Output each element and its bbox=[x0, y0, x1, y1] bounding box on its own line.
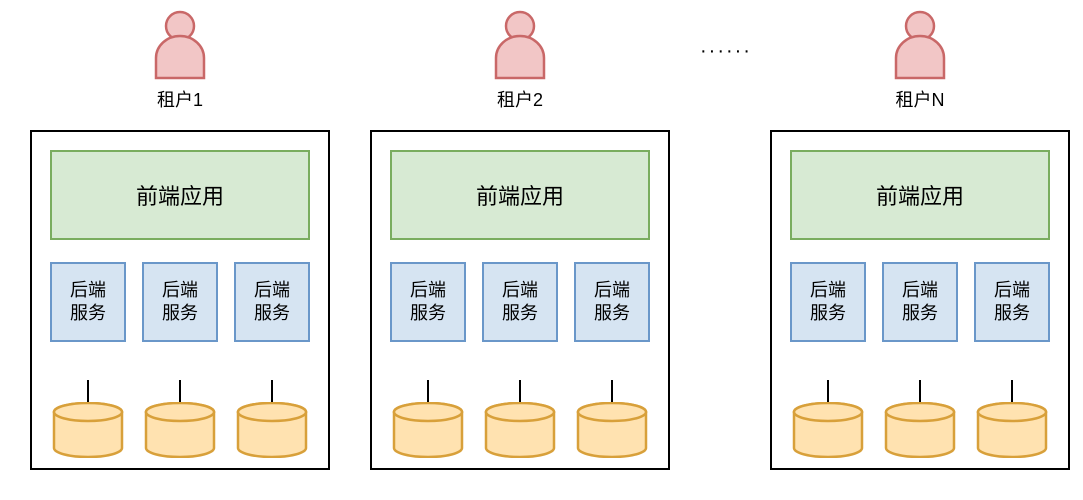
frontend-box: 前端应用 bbox=[790, 150, 1050, 240]
tenant-stack: 前端应用 后端服务 后端服务 后端服务 bbox=[770, 130, 1070, 470]
database-icon bbox=[574, 402, 650, 458]
db-wrapper bbox=[482, 380, 558, 458]
backend-box: 后端服务 bbox=[390, 262, 466, 342]
db-wrapper bbox=[574, 380, 650, 458]
db-wrapper bbox=[974, 380, 1050, 458]
backend-box: 后端服务 bbox=[882, 262, 958, 342]
db-row bbox=[390, 380, 650, 458]
backend-label: 后端服务 bbox=[902, 279, 938, 326]
db-wrapper bbox=[882, 380, 958, 458]
backend-row: 后端服务 后端服务 后端服务 bbox=[50, 262, 310, 342]
tenant-label: 租户2 bbox=[370, 86, 670, 112]
frontend-box: 前端应用 bbox=[390, 150, 650, 240]
database-icon bbox=[790, 402, 866, 458]
database-icon bbox=[142, 402, 218, 458]
db-row bbox=[50, 380, 310, 458]
ellipsis: ······ bbox=[700, 40, 752, 63]
user-body-icon bbox=[896, 36, 944, 78]
connector-line bbox=[611, 380, 613, 402]
backend-label: 后端服务 bbox=[994, 279, 1030, 326]
backend-box: 后端服务 bbox=[142, 262, 218, 342]
user-icon bbox=[490, 10, 550, 80]
connector-line bbox=[427, 380, 429, 402]
database-icon bbox=[390, 402, 466, 458]
db-wrapper bbox=[790, 380, 866, 458]
db-wrapper bbox=[142, 380, 218, 458]
user-body-icon bbox=[156, 36, 204, 78]
connector-line bbox=[919, 380, 921, 402]
database-icon bbox=[882, 402, 958, 458]
backend-label: 后端服务 bbox=[410, 279, 446, 326]
tenant-label: 租户N bbox=[770, 86, 1070, 112]
database-icon bbox=[234, 402, 310, 458]
connector-line bbox=[1011, 380, 1013, 402]
tenant-stack: 前端应用 后端服务 后端服务 后端服务 bbox=[30, 130, 330, 470]
backend-box: 后端服务 bbox=[974, 262, 1050, 342]
connector-line bbox=[271, 380, 273, 402]
user-icon bbox=[890, 10, 950, 80]
frontend-label: 前端应用 bbox=[876, 179, 964, 211]
backend-box: 后端服务 bbox=[482, 262, 558, 342]
frontend-box: 前端应用 bbox=[50, 150, 310, 240]
user-icon bbox=[150, 10, 210, 80]
connector-line bbox=[827, 380, 829, 402]
frontend-label: 前端应用 bbox=[476, 179, 564, 211]
database-icon bbox=[482, 402, 558, 458]
db-wrapper bbox=[234, 380, 310, 458]
backend-box: 后端服务 bbox=[790, 262, 866, 342]
backend-label: 后端服务 bbox=[594, 279, 630, 326]
frontend-label: 前端应用 bbox=[136, 179, 224, 211]
connector-line bbox=[519, 380, 521, 402]
backend-box: 后端服务 bbox=[50, 262, 126, 342]
tenant-header: 租户N bbox=[770, 10, 1070, 112]
user-body-icon bbox=[496, 36, 544, 78]
db-row bbox=[790, 380, 1050, 458]
connector-line bbox=[87, 380, 89, 402]
database-icon bbox=[50, 402, 126, 458]
backend-label: 后端服务 bbox=[70, 279, 106, 326]
tenant-stack: 前端应用 后端服务 后端服务 后端服务 bbox=[370, 130, 670, 470]
connector-line bbox=[179, 380, 181, 402]
backend-row: 后端服务 后端服务 后端服务 bbox=[390, 262, 650, 342]
backend-label: 后端服务 bbox=[254, 279, 290, 326]
diagram-canvas: 租户1 租户2 ······ 租户N 前端应用 后端服务 后端服务 后端服务 bbox=[0, 0, 1083, 500]
backend-label: 后端服务 bbox=[162, 279, 198, 326]
tenant-header: 租户1 bbox=[30, 10, 330, 112]
backend-label: 后端服务 bbox=[502, 279, 538, 326]
db-wrapper bbox=[50, 380, 126, 458]
backend-box: 后端服务 bbox=[574, 262, 650, 342]
backend-box: 后端服务 bbox=[234, 262, 310, 342]
backend-row: 后端服务 后端服务 后端服务 bbox=[790, 262, 1050, 342]
database-icon bbox=[974, 402, 1050, 458]
backend-label: 后端服务 bbox=[810, 279, 846, 326]
tenant-label: 租户1 bbox=[30, 86, 330, 112]
db-wrapper bbox=[390, 380, 466, 458]
tenant-header: 租户2 bbox=[370, 10, 670, 112]
